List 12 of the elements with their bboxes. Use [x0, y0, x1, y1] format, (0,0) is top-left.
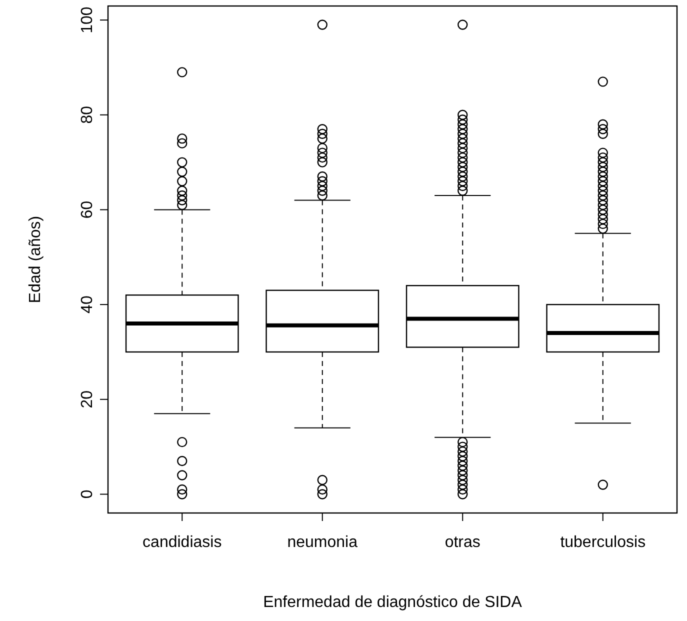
- y-axis-title: Edad (años): [27, 216, 44, 304]
- x-tick-label: tuberculosis: [560, 534, 646, 551]
- x-tick-label: otras: [444, 534, 480, 551]
- x-tick-label: candidiasis: [142, 534, 222, 551]
- x-axis-title: Enfermedad de diagnóstico de SIDA: [263, 594, 522, 611]
- y-tick-label: 0: [79, 490, 96, 499]
- y-tick-label: 100: [79, 6, 96, 34]
- y-tick-label: 40: [79, 296, 96, 314]
- y-tick-label: 60: [79, 200, 96, 219]
- y-tick-label: 80: [79, 106, 96, 124]
- y-tick-label: 20: [79, 390, 96, 408]
- x-tick-label: neumonia: [287, 534, 358, 551]
